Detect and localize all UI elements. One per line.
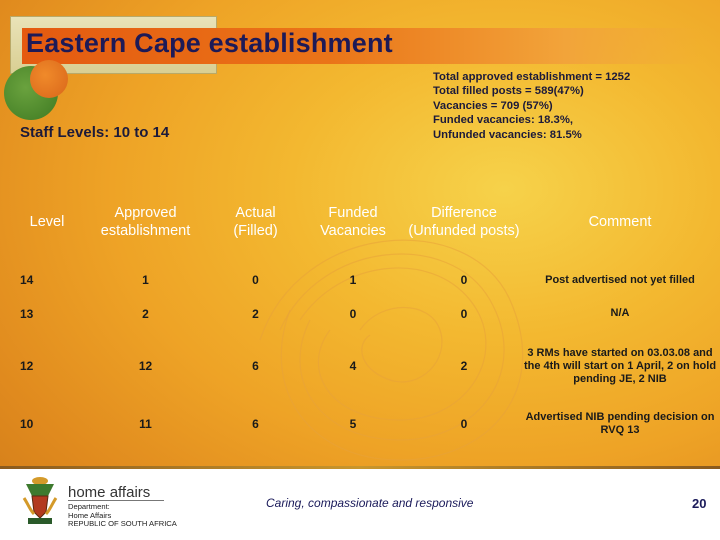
table-row: 10 11 6 5 0 Advertised NIB pending decis… [16,401,720,446]
staff-table: Level Approved establishment Actual (Fil… [16,180,720,446]
cell-funded: 1 [349,273,357,287]
footer [0,469,720,540]
coat-of-arms-icon [22,477,58,524]
cell-actual: 2 [252,306,259,321]
cell-comment: 3 RMs have started on 03.03.08 and the 4… [523,346,717,385]
page-title: Eastern Cape establishment [26,28,393,58]
cell-level: 12 [20,359,34,373]
summary-block: Total approved establishment = 1252 Tota… [433,70,630,142]
cell-level: 14 [20,273,34,287]
header-approved: Approved establishment [100,205,191,239]
cell-approved: 11 [139,416,152,431]
section-subtitle: Staff Levels: 10 to 14 [20,124,170,141]
dept-line: Department: [68,502,110,511]
cell-level: 13 [20,306,34,321]
cell-actual: 0 [252,273,259,287]
cell-approved: 2 [142,306,149,321]
cell-difference: 0 [460,306,468,321]
header-difference: Difference (Unfunded posts) [408,205,520,239]
header-comment: Comment [588,214,652,230]
summary-line: Funded vacancies: 18.3%, [433,114,574,127]
summary-line: Total approved establishment = 1252 [433,71,631,83]
cell-difference: 0 [460,416,468,431]
department-label: Department: Home Affairs REPUBLIC OF SOU… [68,502,177,529]
cell-difference: 0 [460,273,468,287]
cell-approved: 1 [142,273,149,287]
orange-circle-decoration [30,60,68,98]
table-row: 13 2 2 0 0 N/A [16,296,720,331]
cell-funded: 4 [349,359,357,373]
summary-line: Unfunded vacancies: 81.5% [433,128,582,141]
footer-divider [0,466,720,469]
summary-line: Vacancies = 709 (57%) [433,99,553,112]
title-bar [22,28,702,64]
header-funded: Funded Vacancies [320,205,386,239]
cell-difference: 2 [460,359,468,373]
cell-actual: 6 [252,416,259,431]
brand-rule [68,500,164,501]
header-actual: Actual (Filled) [233,205,278,239]
cell-actual: 6 [252,359,259,373]
brand-name: home affairs [68,484,151,501]
dept-line: Home Affairs [68,510,112,520]
cell-level: 10 [20,416,34,431]
header-level: Level [29,214,65,230]
cell-funded: 5 [349,416,357,431]
cell-comment: Post advertised not yet filled [545,273,695,286]
cell-comment: Advertised NIB pending decision on RVQ 1… [525,410,715,436]
page-number: 20 [692,496,707,511]
tagline: Caring, compassionate and responsive [266,496,474,510]
cell-comment: N/A [610,307,630,319]
summary-line: Total filled posts = 589(47%) [433,85,584,98]
table-row: 14 1 0 1 0 Post advertised not yet fille… [16,264,720,296]
table-row: 12 12 6 4 2 3 RMs have started on 03.03.… [16,331,720,401]
cell-approved: 12 [138,359,153,373]
cell-funded: 0 [349,306,357,321]
table-header-row: Level Approved establishment Actual (Fil… [16,180,720,264]
dept-line: REPUBLIC OF SOUTH AFRICA [68,519,177,529]
